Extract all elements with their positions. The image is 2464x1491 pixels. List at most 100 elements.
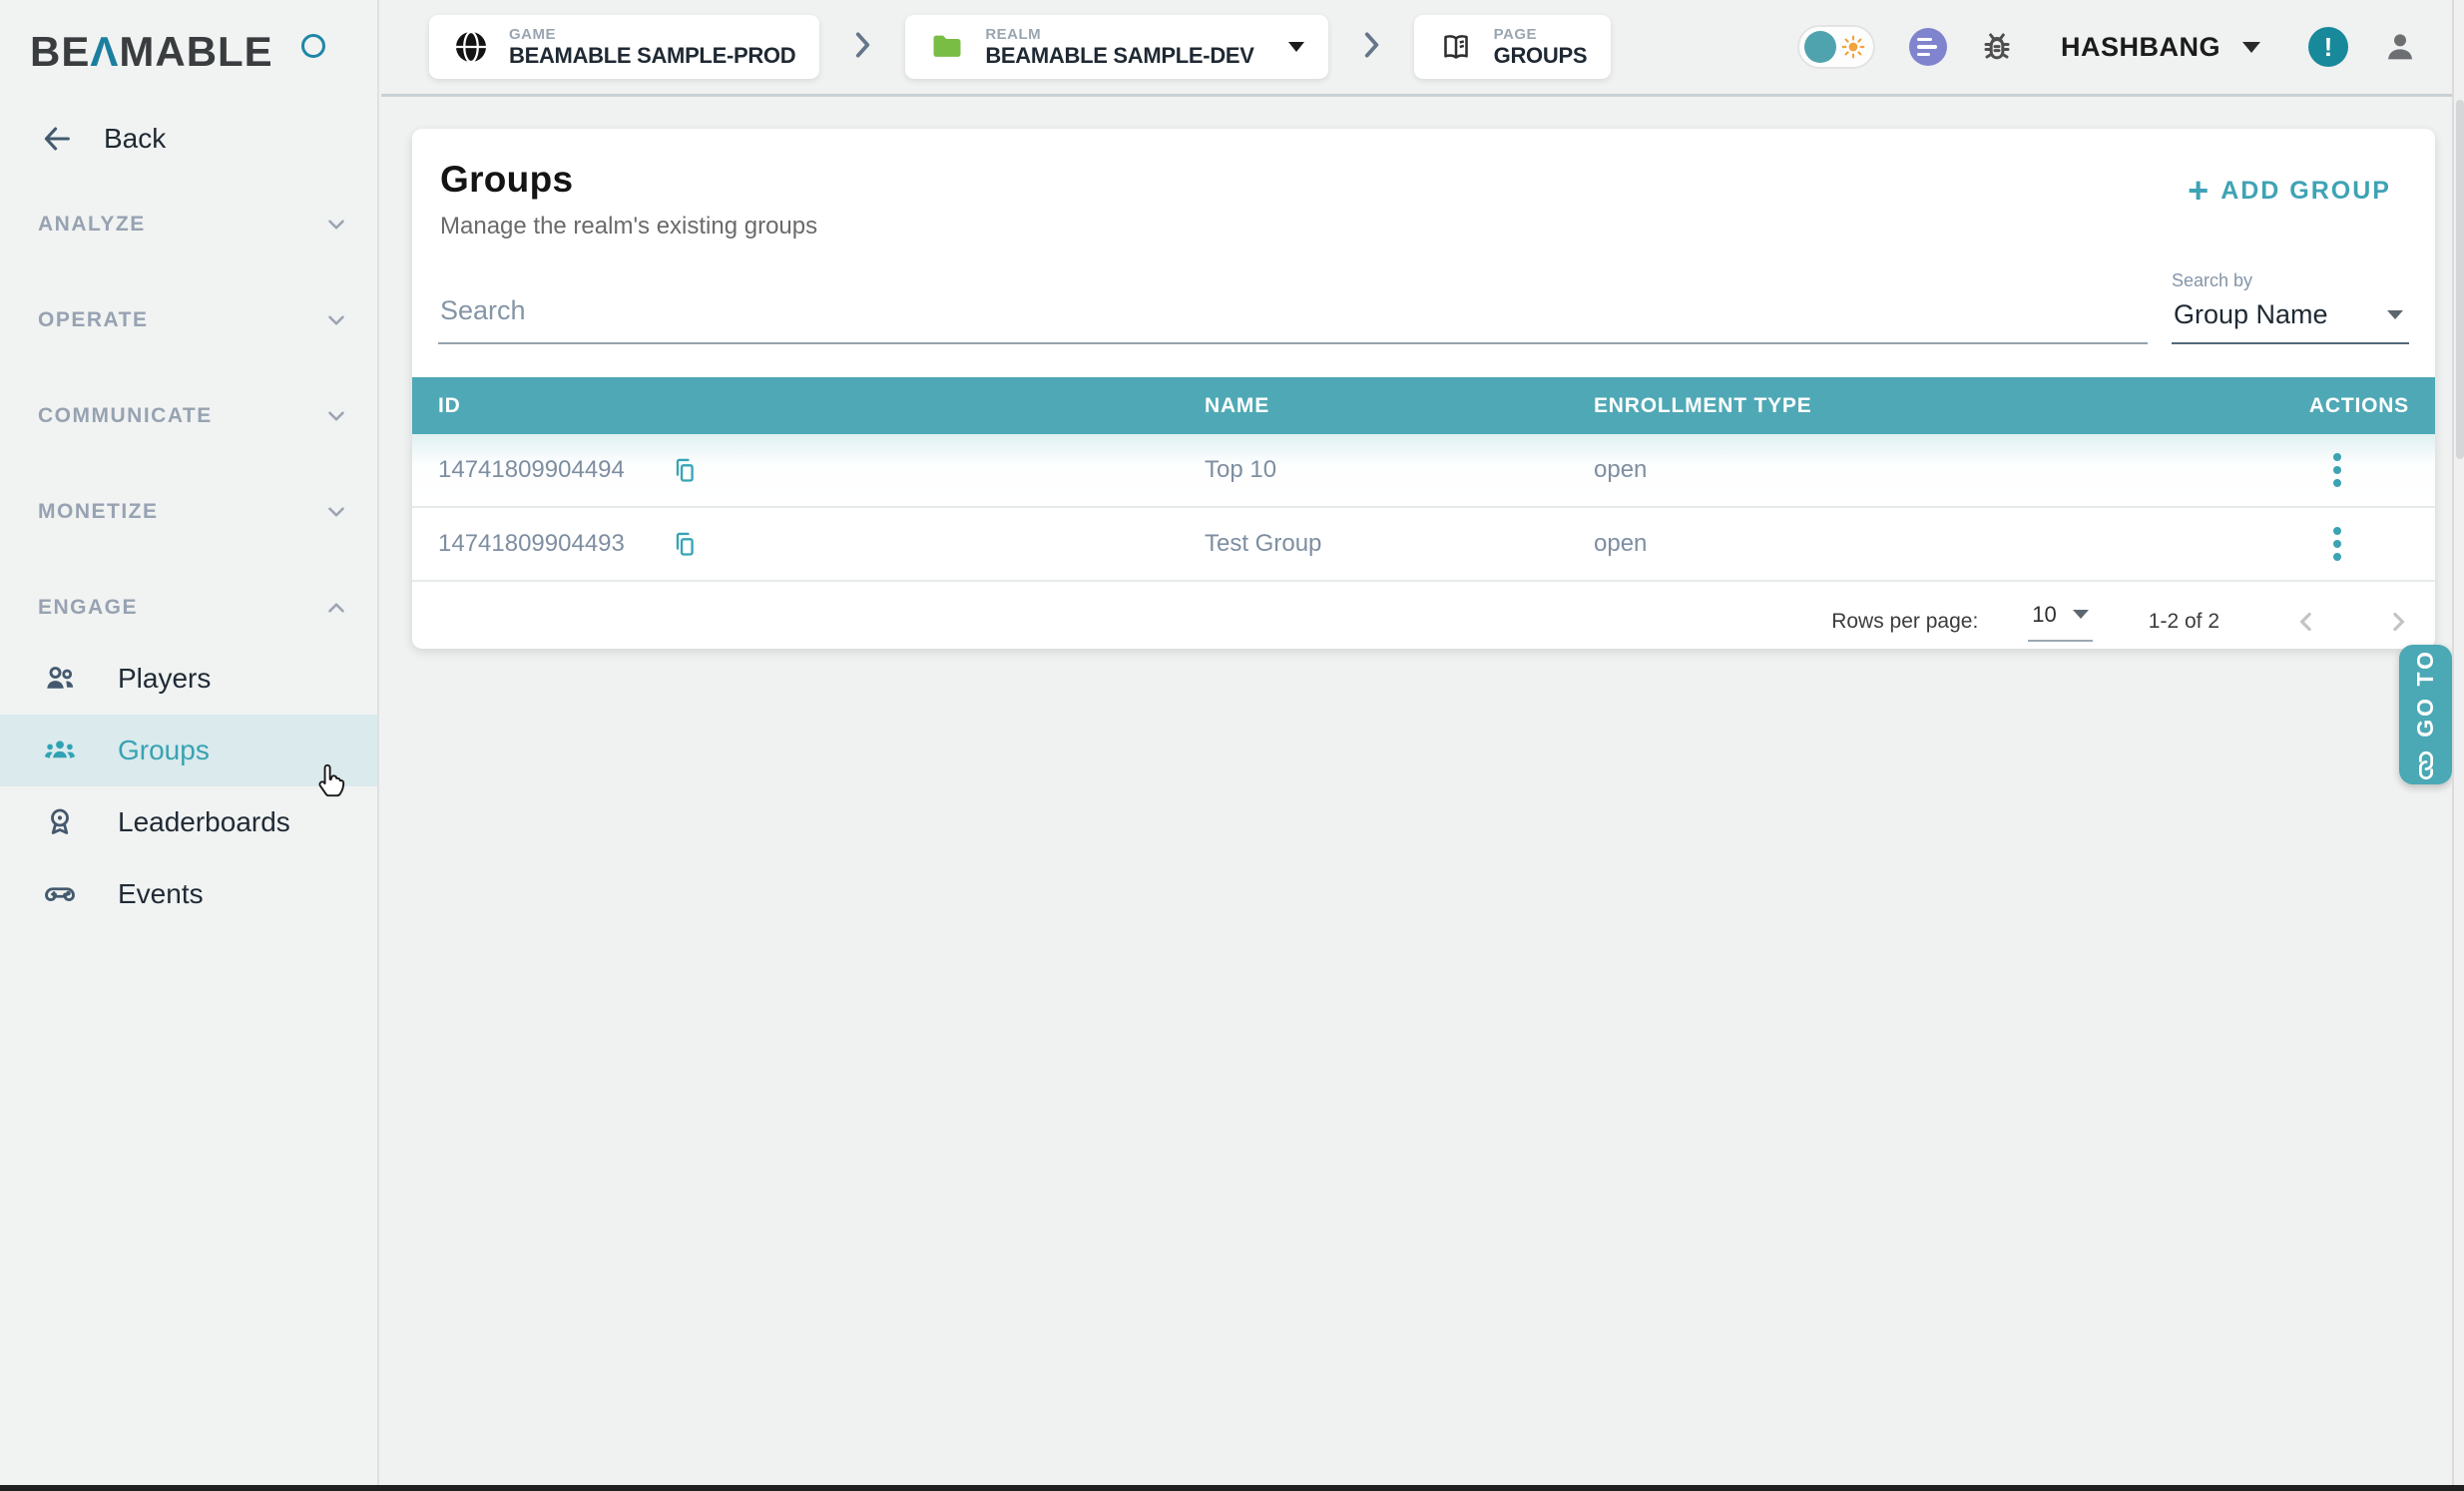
previous-page-button[interactable] [2291, 607, 2321, 637]
sidebar-item-events[interactable]: Events [0, 858, 377, 930]
column-header-id: ID [438, 393, 461, 417]
organization-menu[interactable]: HASHBANG [2061, 32, 2260, 63]
search-row: Search by Group Name [412, 270, 2435, 344]
table-header: ID NAME ENROLLMENT TYPE ACTIONS [412, 377, 2435, 434]
sidebar-item-label: Events [118, 878, 204, 909]
bug-report-button[interactable] [1977, 27, 2017, 67]
sidebar-item-players[interactable]: Players [0, 643, 377, 715]
crumb-label: PAGE [1493, 25, 1538, 43]
table-row[interactable]: 14741809904494 Top 10 open [412, 434, 2435, 508]
crumb-label: GAME [509, 25, 556, 43]
link-icon [2418, 751, 2433, 780]
person-icon [2388, 34, 2412, 60]
changelog-button[interactable] [1908, 28, 1947, 66]
topbar: GAME BEAMABLE SAMPLE-PROD REALM BEAMABLE… [381, 0, 2464, 97]
search-by-select[interactable]: Search by Group Name [2172, 270, 2409, 344]
next-page-button[interactable] [2383, 607, 2413, 637]
back-label: Back [104, 123, 167, 154]
breadcrumb-page-card[interactable]: PAGE GROUPS [1413, 15, 1612, 79]
copy-icon [676, 458, 694, 482]
row-actions-button[interactable] [2327, 447, 2347, 493]
groups-icon [42, 733, 78, 768]
crumb-value: GROUPS [1493, 42, 1588, 68]
add-group-button[interactable]: + ADD GROUP [2188, 173, 2391, 209]
text-lines-icon [1908, 28, 1947, 66]
sidebar-section-operate[interactable]: OPERATE [38, 299, 349, 341]
sidebar-section-communicate[interactable]: COMMUNICATE [38, 395, 349, 437]
page-range-label: 1-2 of 2 [2148, 609, 2219, 633]
page-subtitle: Manage the realm's existing groups [440, 213, 818, 240]
chevron-down-icon [328, 220, 344, 230]
bottom-edge-bar [0, 1485, 2464, 1491]
search-by-value: Group Name [2174, 299, 2328, 329]
crumb-label: REALM [985, 25, 1042, 43]
column-header-name: NAME [1205, 393, 1270, 417]
theme-knob-icon [1803, 31, 1836, 63]
copy-icon [676, 532, 694, 556]
sidebar-section-analyze[interactable]: ANALYZE [38, 204, 349, 246]
section-label: OPERATE [38, 308, 149, 331]
sidebar-item-groups[interactable]: Groups [0, 715, 377, 786]
breadcrumb: GAME BEAMABLE SAMPLE-PROD REALM BEAMABLE… [429, 15, 1612, 79]
row-actions-button[interactable] [2327, 521, 2347, 567]
logo-accent-letter: Λ [90, 28, 120, 75]
back-button[interactable]: Back [40, 122, 166, 156]
rows-per-page-label: Rows per page: [1831, 609, 1979, 633]
topbar-actions: HASHBANG ! [1796, 25, 2420, 69]
brand-logo: BEΛMABLE [30, 28, 359, 76]
group-id: 14741809904494 [438, 456, 625, 483]
chevron-down-icon [328, 411, 344, 421]
goto-label: GO TO [2412, 648, 2438, 738]
group-name: Test Group [1205, 530, 1322, 557]
section-label: ENGAGE [38, 596, 139, 619]
scrollbar[interactable] [2452, 0, 2464, 1491]
sidebar-section-monetize[interactable]: MONETIZE [38, 491, 349, 533]
breadcrumb-realm-card[interactable]: REALM BEAMABLE SAMPLE-DEV [905, 15, 1328, 79]
breadcrumb-game-card[interactable]: GAME BEAMABLE SAMPLE-PROD [429, 15, 820, 79]
account-button[interactable] [2380, 27, 2420, 67]
chevron-left-icon [2300, 612, 2311, 631]
goto-tab[interactable]: GO TO [2399, 645, 2452, 784]
events-icon [42, 876, 78, 912]
players-icon [42, 661, 78, 697]
page-title: Groups [440, 159, 574, 200]
rows-per-page-select[interactable]: 10 [2028, 601, 2093, 642]
alerts-button[interactable]: ! [2308, 27, 2348, 67]
column-header-enrollment-type: ENROLLMENT TYPE [1594, 393, 1812, 417]
sidebar-item-label: Groups [118, 735, 210, 765]
pagination-bar: Rows per page: 10 1-2 of 2 [412, 582, 2435, 661]
book-icon [1443, 35, 1468, 59]
bug-icon [1984, 33, 2010, 60]
organization-name: HASHBANG [2060, 31, 2220, 62]
sidebar-section-engage[interactable]: ENGAGE [38, 587, 349, 629]
sidebar-toggle-icon[interactable] [301, 34, 325, 58]
panel-header: Groups Manage the realm's existing group… [412, 129, 2435, 241]
chevron-down-icon [1287, 42, 1304, 52]
arrow-left-icon [44, 127, 70, 151]
chevron-right-icon [2393, 612, 2404, 631]
sidebar-item-leaderboards[interactable]: Leaderboards [0, 786, 377, 858]
table-row[interactable]: 14741809904493 Test Group open [412, 508, 2435, 582]
chevron-down-icon [2242, 41, 2260, 53]
column-header-actions: ACTIONS [2308, 393, 2409, 417]
scrollbar-thumb[interactable] [2456, 100, 2464, 459]
copy-id-button[interactable] [671, 456, 699, 484]
plus-icon: + [2188, 170, 2210, 211]
chevron-down-icon [328, 315, 344, 325]
enrollment-type: open [1594, 456, 1648, 483]
rows-per-page-value: 10 [2032, 601, 2057, 627]
search-input[interactable] [438, 295, 2148, 344]
chevron-down-icon [2072, 610, 2089, 619]
sun-icon [1841, 35, 1865, 59]
brand-logo-text: BEΛMABLE [30, 28, 273, 75]
copy-id-button[interactable] [671, 530, 699, 558]
theme-toggle[interactable] [1796, 25, 1875, 69]
chevron-down-icon [328, 507, 344, 517]
section-label: ANALYZE [38, 213, 146, 236]
groups-panel: Groups Manage the realm's existing group… [412, 129, 2435, 649]
crumb-value: BEAMABLE SAMPLE-DEV [985, 42, 1254, 68]
group-name: Top 10 [1205, 456, 1277, 483]
sidebar: BEΛMABLE Back ANALYZE OPERATE COMMUNICAT… [0, 0, 379, 1491]
section-label: MONETIZE [38, 500, 159, 523]
group-id: 14741809904493 [438, 530, 625, 557]
